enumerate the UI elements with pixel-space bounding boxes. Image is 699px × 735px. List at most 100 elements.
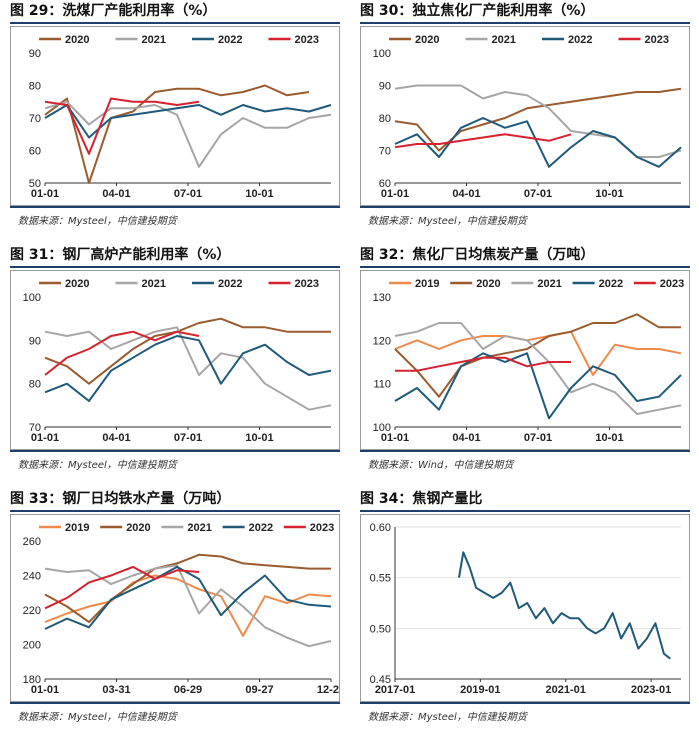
y-tick-label: 120 <box>373 335 391 347</box>
legend-label-2020: 2020 <box>65 34 89 46</box>
x-tick-label: 07-01 <box>524 188 552 200</box>
line-chart-32: 100 110 120 130 01-01 04-01 07-01 10-01 2019 2020… <box>373 278 685 444</box>
legend-label-2022: 2022 <box>568 34 592 46</box>
y-tick-label: 70 <box>29 422 41 434</box>
legend-label-2020: 2020 <box>476 278 500 290</box>
x-tick-label: 10-01 <box>595 432 623 444</box>
chart-panel-29: 图 29：洗煤厂产能利用率（%） 50 60 70 80 90 01-01 04-01 07-… <box>10 0 340 230</box>
series-line-2022 <box>394 352 682 420</box>
series-line-2020 <box>44 84 310 184</box>
legend-label-2021: 2021 <box>187 522 211 534</box>
chart-area: 70 80 90 100 01-01 04-01 07-01 10-01 2020 2021 202… <box>10 270 340 450</box>
series-line-2022 <box>44 335 332 402</box>
y-tick-label: 90 <box>29 48 41 60</box>
y-tick-label: 80 <box>29 379 41 391</box>
x-tick-label: 01-01 <box>31 684 59 696</box>
y-tick-label: 80 <box>29 81 41 93</box>
footer-rule <box>360 450 690 452</box>
series-line-2023 <box>44 330 200 376</box>
x-tick-label: 01-01 <box>381 432 409 444</box>
legend-label-2021: 2021 <box>142 278 166 290</box>
x-tick-label: 12-26 <box>317 684 339 696</box>
chart-area: 180 200 220 240 260 01-01 03-31 06-29 09-27 12-26… <box>10 514 345 702</box>
series-line-2021 <box>44 100 332 168</box>
chart-area: 0.45 0.50 0.55 0.60 2017-01 2019-01 2021-01 202… <box>360 514 690 702</box>
y-tick-label: 130 <box>373 292 391 304</box>
series-line-ratio <box>458 551 671 660</box>
series-line-2019 <box>394 330 682 376</box>
x-tick-label: 07-01 <box>174 432 202 444</box>
series-line-2023 <box>44 565 200 610</box>
y-tick-label: 200 <box>23 640 41 652</box>
chart-panel-31: 图 31：钢厂高炉产能利用率（%） 70 80 90 100 01-01 04-01 07-… <box>10 244 340 474</box>
chart-source: 数据来源：Mysteel，中信建投期货 <box>18 460 177 471</box>
chart-panel-32: 图 32：焦化厂日均焦炭产量（万吨） 100 110 120 130 01-01 04-0… <box>360 244 690 474</box>
series-line-2022 <box>394 117 682 168</box>
x-tick-label: 06-29 <box>174 684 202 696</box>
y-tick-label: 100 <box>373 48 391 60</box>
chart-panel-33: 图 33：钢厂日均铁水产量（万吨） 180 200 220 240 260 01-01 03… <box>10 488 345 728</box>
legend-label-2021: 2021 <box>492 34 516 46</box>
x-tick-label: 07-01 <box>524 432 552 444</box>
x-tick-label: 10-01 <box>595 188 623 200</box>
y-tick-label: 50 <box>29 178 41 190</box>
y-tick-label: 260 <box>23 536 41 548</box>
y-tick-label: 90 <box>379 81 391 93</box>
chart-panel-34: 图 34：焦钢产量比 0.45 0.50 0.55 0.60 2017-01 2019-0… <box>360 488 690 728</box>
y-tick-label: 60 <box>379 178 391 190</box>
series-line-2020 <box>44 317 331 385</box>
title-rule <box>360 22 690 24</box>
line-chart-29: 50 60 70 80 90 01-01 04-01 07-01 10-01 2020 2021 20… <box>29 34 332 200</box>
x-tick-label: 2017-01 <box>375 684 415 696</box>
chart-title: 图 33：钢厂日均铁水产量（万吨） <box>10 491 231 507</box>
line-chart-30: 60 70 80 90 100 01-01 04-01 07-01 10-01 2020 2021 2… <box>373 34 682 200</box>
chart-panel-30: 图 30：独立焦化厂产能利用率（%） 60 70 80 90 100 01-01 04-01… <box>360 0 690 230</box>
legend-label-2019: 2019 <box>65 522 89 534</box>
footer-rule <box>10 702 340 704</box>
legend-label-2022: 2022 <box>249 522 273 534</box>
y-tick-label: 60 <box>29 146 41 158</box>
line-chart-33: 180 200 220 240 260 01-01 03-31 06-29 09-27 12-26… <box>23 522 345 696</box>
legend-label-2022: 2022 <box>218 34 242 46</box>
chart-title: 图 29：洗煤厂产能利用率（%） <box>10 3 217 19</box>
y-tick-label: 100 <box>23 292 41 304</box>
series-line-2023 <box>395 356 571 372</box>
y-tick-label: 100 <box>373 422 391 434</box>
footer-rule <box>360 206 690 208</box>
y-tick-label: 220 <box>23 605 41 617</box>
x-tick-label: 2023-01 <box>631 684 671 696</box>
series-line-2020 <box>394 87 682 152</box>
series-line-2020 <box>394 313 681 398</box>
chart-area: 60 70 80 90 100 01-01 04-01 07-01 10-01 2020 2021 2… <box>360 26 690 206</box>
y-tick-label: 70 <box>379 146 391 158</box>
y-tick-label: 0.50 <box>370 623 391 635</box>
legend-label-2019: 2019 <box>415 278 439 290</box>
title-rule <box>10 22 340 24</box>
legend-label-2020: 2020 <box>126 522 150 534</box>
chart-title: 图 34：焦钢产量比 <box>360 491 483 507</box>
legend-label-2023: 2023 <box>295 34 319 46</box>
chart-source: 数据来源：Wind，中信建投期货 <box>368 460 514 471</box>
y-tick-label: 0.60 <box>370 522 391 534</box>
legend-label-2023: 2023 <box>645 34 669 46</box>
x-tick-label: 04-01 <box>452 188 480 200</box>
chart-source: 数据来源：Mysteel，中信建投期货 <box>368 216 527 227</box>
legend-label-2023: 2023 <box>295 278 319 290</box>
line-chart-31: 70 80 90 100 01-01 04-01 07-01 10-01 2020 2021 202… <box>23 278 332 444</box>
y-tick-label: 240 <box>23 571 41 583</box>
x-tick-label: 07-01 <box>174 188 202 200</box>
chart-title: 图 32：焦化厂日均焦炭产量（万吨） <box>360 247 595 263</box>
legend-label-2021: 2021 <box>142 34 166 46</box>
series-line-2021 <box>394 322 682 415</box>
series-line-2021 <box>44 326 332 411</box>
x-tick-label: 10-01 <box>245 432 273 444</box>
legend-label-2022: 2022 <box>218 278 242 290</box>
legend-label-2020: 2020 <box>65 278 89 290</box>
legend-label-2020: 2020 <box>415 34 439 46</box>
x-tick-label: 01-01 <box>31 188 59 200</box>
x-tick-label: 04-01 <box>102 188 130 200</box>
chart-source: 数据来源：Mysteel，中信建投期货 <box>368 712 527 723</box>
y-tick-label: 70 <box>29 113 41 125</box>
chart-source: 数据来源：Mysteel，中信建投期货 <box>18 712 177 723</box>
title-rule <box>360 510 690 512</box>
